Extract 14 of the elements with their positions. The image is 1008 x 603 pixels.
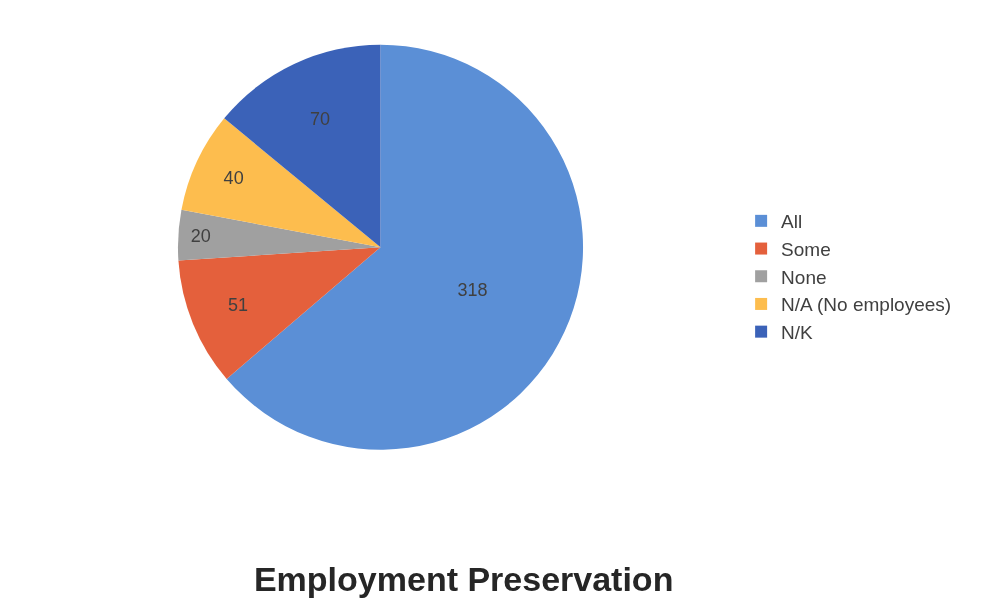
data-label: 40 [223,168,244,189]
data-label: 318 [457,279,488,300]
pie-slice [226,44,583,450]
data-label: 51 [227,295,248,316]
legend-label: None [781,266,827,288]
legend-label: N/A (No employees) [781,294,952,316]
data-label: 70 [309,108,330,129]
legend-label: Some [781,238,831,260]
text: Employment Preservation [253,559,674,598]
data-label: 20 [190,226,211,247]
legend-label: All [781,211,803,233]
pie-slice [224,44,381,248]
legend-label: N/K [781,322,814,344]
pie-slice [178,247,381,379]
